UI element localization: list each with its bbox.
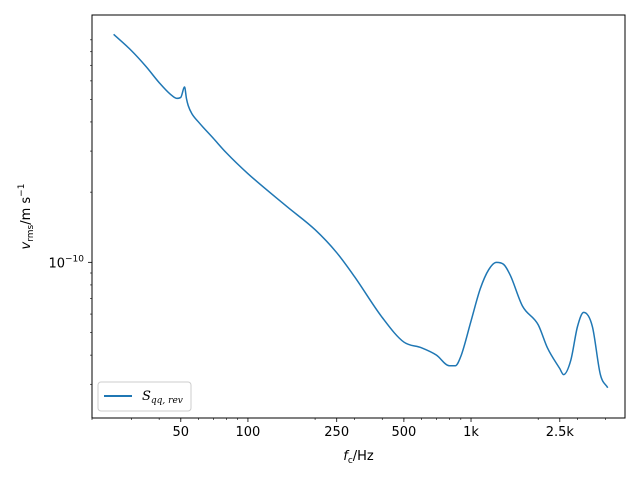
y-tick-label: 10−10 xyxy=(48,254,84,271)
x-tick-label: 1k xyxy=(463,425,479,440)
plot-area: 50 100 250 500 1k 2.5k 10−10 xyxy=(48,14,626,440)
axes-frame xyxy=(91,14,626,419)
x-axis-ticks: 50 100 250 500 1k 2.5k xyxy=(173,418,575,440)
x-axis-label: fc/Hz xyxy=(343,449,374,466)
x-tick-label: 500 xyxy=(391,425,416,440)
legend-label: Sqq, rev xyxy=(142,389,183,406)
x-tick-label: 250 xyxy=(324,425,349,440)
legend: Sqq, rev xyxy=(97,381,192,412)
y-axis-label: vrms/m s−1 xyxy=(17,184,36,250)
legend-box xyxy=(97,381,192,412)
y-axis-ticks: 10−10 xyxy=(48,254,92,271)
series-line-sqq-rev xyxy=(113,33,609,389)
x-tick-label: 100 xyxy=(236,425,261,440)
x-tick-label: 2.5k xyxy=(546,425,575,440)
x-tick-label: 50 xyxy=(173,425,190,440)
